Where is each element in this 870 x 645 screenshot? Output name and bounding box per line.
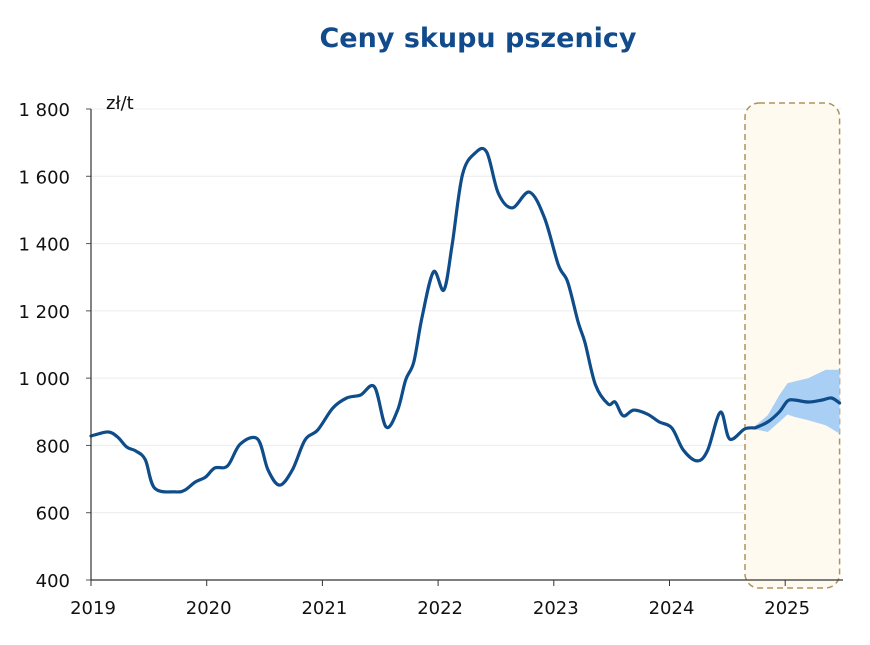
- x-tick-label: 2025: [764, 598, 810, 619]
- x-tick-label: 2022: [417, 598, 463, 619]
- x-tick-label: 2019: [70, 598, 116, 619]
- y-tick-label: 1 400: [18, 235, 70, 256]
- y-tick-label: 1 200: [18, 302, 70, 323]
- y-tick-label: 1 800: [18, 100, 70, 121]
- forecast-line: [753, 396, 842, 430]
- x-tick-label: 2020: [186, 598, 232, 619]
- y-tick-label: 600: [36, 504, 70, 525]
- axes: 400 600 800 1 000 1 200 1 400 1 600 1 800 2019 20…: [18, 100, 843, 619]
- gridlines: [91, 108, 841, 514]
- x-tick-label: 2021: [301, 598, 347, 619]
- forecast-region-box: [744, 102, 841, 589]
- x-tick-label: 2023: [533, 598, 579, 619]
- y-tick-label: 800: [36, 436, 70, 457]
- y-tick-label: 1 600: [18, 167, 70, 188]
- y-axis-unit: zł/t: [106, 93, 134, 114]
- history-line: [89, 146, 757, 494]
- chart-title: Ceny skupu pszenicy: [319, 23, 636, 54]
- x-tick-label: 2024: [649, 598, 695, 619]
- y-tick-label: 400: [36, 571, 70, 592]
- y-tick-label: 1 000: [18, 369, 70, 390]
